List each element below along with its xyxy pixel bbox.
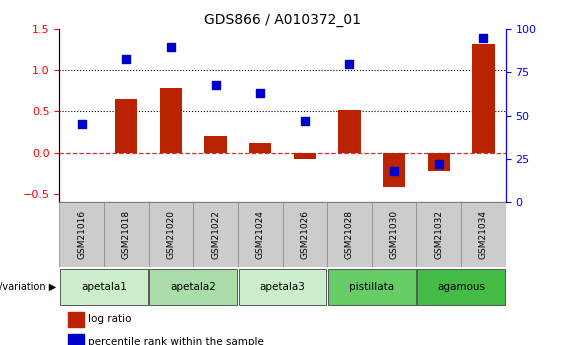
Bar <box>416 202 461 267</box>
Text: GSM21028: GSM21028 <box>345 210 354 259</box>
Bar <box>372 202 416 267</box>
Text: apetala3: apetala3 <box>259 282 306 292</box>
Bar <box>104 202 149 267</box>
Bar <box>205 136 227 152</box>
Text: pistillata: pistillata <box>349 282 394 292</box>
FancyBboxPatch shape <box>150 269 237 305</box>
Bar <box>338 110 360 152</box>
Bar <box>68 312 84 327</box>
Point <box>390 168 399 174</box>
Point <box>434 161 444 167</box>
Text: GSM21024: GSM21024 <box>256 210 264 258</box>
Text: GSM21018: GSM21018 <box>122 210 131 259</box>
Point <box>211 82 220 87</box>
Text: log ratio: log ratio <box>88 314 132 324</box>
Bar <box>294 152 316 159</box>
Text: GSM21026: GSM21026 <box>301 210 309 259</box>
Text: percentile rank within the sample: percentile rank within the sample <box>88 337 264 345</box>
Text: agamous: agamous <box>437 282 485 292</box>
Text: GSM21020: GSM21020 <box>167 210 175 259</box>
Point <box>345 61 354 67</box>
Text: GSM21030: GSM21030 <box>390 210 398 259</box>
Text: genotype/variation ▶: genotype/variation ▶ <box>0 282 56 292</box>
Text: GSM21032: GSM21032 <box>434 210 443 259</box>
Bar <box>238 202 282 267</box>
Point <box>77 121 86 127</box>
Bar <box>115 99 137 152</box>
Text: apetala2: apetala2 <box>170 282 216 292</box>
Text: apetala1: apetala1 <box>81 282 127 292</box>
Point <box>122 56 131 61</box>
Bar <box>282 202 327 267</box>
FancyBboxPatch shape <box>239 269 326 305</box>
Bar <box>68 334 84 345</box>
FancyBboxPatch shape <box>418 269 505 305</box>
Title: GDS866 / A010372_01: GDS866 / A010372_01 <box>204 13 361 27</box>
Point <box>479 35 488 41</box>
Text: GSM21034: GSM21034 <box>479 210 488 259</box>
Bar <box>428 152 450 171</box>
Bar <box>327 202 372 267</box>
Bar <box>160 88 182 152</box>
FancyBboxPatch shape <box>328 269 415 305</box>
Bar <box>249 143 271 152</box>
Bar <box>472 44 494 152</box>
Bar <box>193 202 238 267</box>
Bar <box>59 202 104 267</box>
Bar <box>149 202 193 267</box>
Bar <box>383 152 405 187</box>
Bar <box>461 202 506 267</box>
Text: GSM21016: GSM21016 <box>77 210 86 259</box>
Text: GSM21022: GSM21022 <box>211 210 220 258</box>
Point <box>167 44 176 49</box>
FancyBboxPatch shape <box>60 269 147 305</box>
Point <box>255 90 264 96</box>
Point <box>301 118 310 124</box>
